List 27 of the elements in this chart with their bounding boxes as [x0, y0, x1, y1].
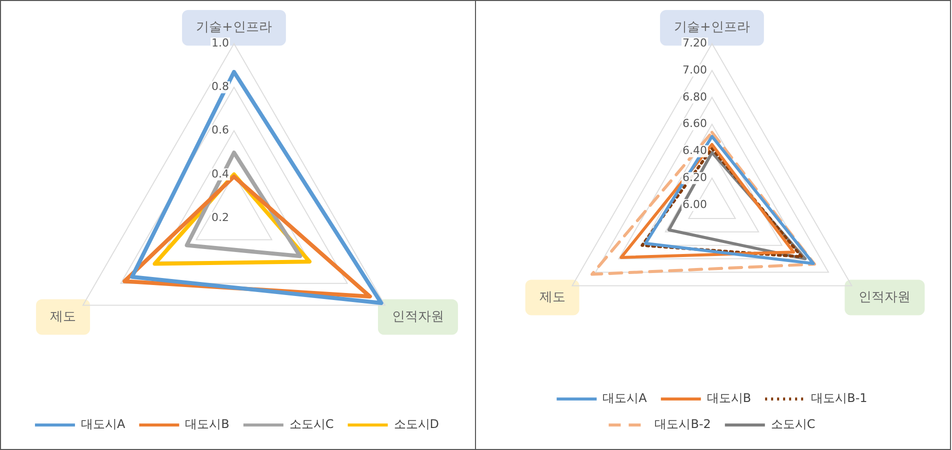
spoke-label: 인적자원 [392, 309, 444, 324]
legend-label: 대도시B [185, 417, 230, 432]
legend-label: 소도시C [289, 417, 334, 432]
y-tick-label: 6.00 [682, 198, 707, 211]
y-tick-label: 0.8 [212, 80, 229, 94]
spoke-label: 제도 [50, 309, 76, 324]
spoke-label: 기술+인프라 [674, 20, 750, 36]
legend-label: 대도시B-2 [654, 417, 711, 432]
y-tick-label: 6.20 [682, 170, 707, 184]
legend-label: 소도시C [770, 417, 816, 432]
spoke-label: 인적자원 [858, 290, 911, 305]
legend-label: 소도시D [394, 417, 440, 432]
legend-label: 대도시A [602, 391, 648, 406]
y-tick-label: 6.80 [682, 90, 707, 104]
y-tick-label: 0.2 [212, 210, 229, 224]
legend-label: 대도시B-1 [811, 391, 868, 406]
legend-label: 대도시B [706, 391, 752, 406]
y-tick-label: 7.00 [682, 63, 707, 76]
y-tick-label: 7.20 [682, 36, 707, 50]
legend-label: 대도시A [80, 417, 126, 432]
y-tick-label: 0.4 [212, 167, 229, 180]
y-tick-label: 0.6 [212, 124, 229, 137]
y-tick-label: 1.0 [212, 36, 229, 50]
y-tick-label: 6.40 [682, 144, 707, 158]
y-tick-label: 6.60 [682, 117, 707, 130]
spoke-label: 기술+인프라 [196, 20, 272, 36]
spoke-label: 제도 [539, 290, 566, 305]
